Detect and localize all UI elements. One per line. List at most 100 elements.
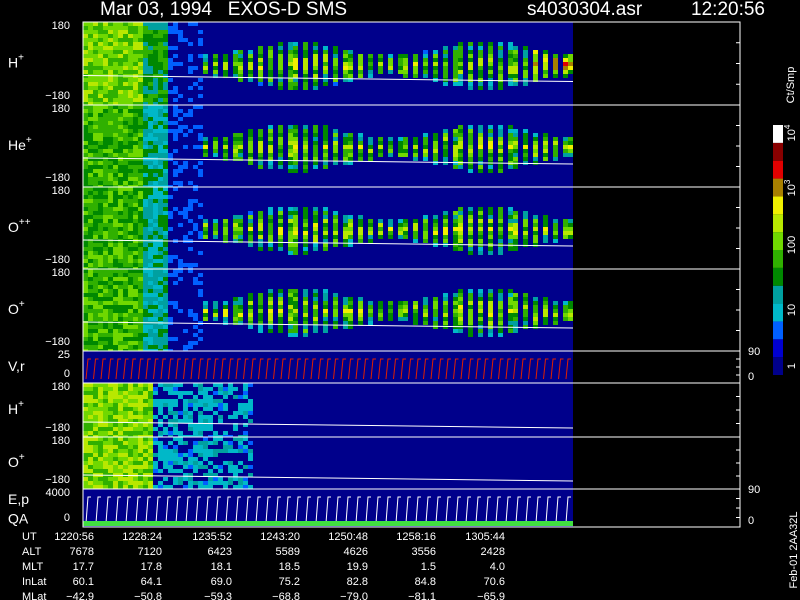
spectrogram-cell: [158, 149, 163, 153]
spectrogram-cell: [198, 329, 203, 333]
spectrogram-cell: [568, 70, 573, 74]
spectrogram-cell: [453, 129, 458, 133]
spectrogram-cell: [143, 289, 148, 293]
spectrogram-cell: [248, 227, 253, 231]
spectrogram-cell: [358, 62, 363, 66]
spectrogram-cell: [103, 199, 108, 203]
spectrogram-cell: [458, 301, 463, 305]
spectrogram-cell: [533, 235, 538, 239]
spectrogram-cell: [468, 247, 473, 251]
spectrogram-cell: [258, 325, 263, 329]
spectrogram-cell: [163, 133, 168, 137]
spectrogram-cell: [498, 235, 503, 239]
spectrogram-cell: [458, 145, 463, 149]
spectrogram-cell: [178, 477, 183, 481]
spectrogram-cell: [458, 165, 463, 169]
spectrogram-cell: [133, 285, 138, 289]
spectrogram-cell: [193, 187, 198, 191]
spectrogram-cell: [183, 161, 188, 165]
spectrogram-cell: [103, 86, 108, 90]
cell: 17.7: [73, 561, 94, 573]
spectrogram-cell: [123, 387, 128, 391]
spectrogram-cell: [183, 399, 188, 403]
spectrogram-cell: [143, 129, 148, 133]
spectrogram-cell: [403, 54, 408, 58]
spectrogram-cell: [303, 70, 308, 74]
spectrogram-cell: [213, 145, 218, 149]
spectrogram-cell: [248, 293, 253, 297]
spectrogram-cell: [108, 78, 113, 82]
spectrogram-cell: [143, 30, 148, 34]
spectrogram-cell: [433, 227, 438, 231]
spectrogram-cell: [113, 437, 118, 441]
spectrogram-cell: [468, 50, 473, 54]
spectrogram-cell: [303, 211, 308, 215]
spectrogram-cell: [443, 297, 448, 301]
spectrogram-cell: [133, 437, 138, 441]
spectrogram-cell: [553, 305, 558, 309]
cell: 18.5: [279, 561, 300, 573]
spectrogram-cell: [88, 125, 93, 129]
spectrogram-cell: [148, 411, 153, 415]
spectrogram-cell: [133, 54, 138, 58]
spectrogram-cell: [443, 231, 448, 235]
spectrogram-cell: [163, 137, 168, 141]
spectrogram-cell: [443, 141, 448, 145]
spectrogram-cell: [118, 321, 123, 325]
spectrogram-cell: [158, 187, 163, 191]
spectrogram-cell: [168, 66, 173, 70]
spectrogram-cell: [193, 223, 198, 227]
spectrogram-cell: [278, 141, 283, 145]
spectrogram-cell: [293, 137, 298, 141]
spectrogram-cell: [238, 485, 243, 489]
spectrogram-cell: [248, 211, 253, 215]
spectrogram-cell: [93, 173, 98, 177]
spectrogram-cell: [123, 301, 128, 305]
spectrogram-cell: [178, 309, 183, 313]
spectrogram-cell: [198, 125, 203, 129]
spectrogram-cell: [138, 273, 143, 277]
spectrogram-cell: [398, 70, 403, 74]
spectrogram-cell: [223, 407, 228, 411]
spectrogram-cell: [153, 137, 158, 141]
spectrogram-cell: [198, 169, 203, 173]
spectrogram-cell: [478, 70, 483, 74]
spectrogram-cell: [398, 137, 403, 141]
spectrogram-cell: [458, 329, 463, 333]
spectrogram-cell: [453, 235, 458, 239]
spectrogram-cell: [83, 259, 88, 263]
spectrogram-cell: [193, 449, 198, 453]
spectrogram-cell: [88, 94, 93, 98]
spectrogram-cell: [293, 321, 298, 325]
spectrogram-cell: [268, 50, 273, 54]
spectrogram-cell: [103, 449, 108, 453]
spectrogram-cell: [138, 453, 143, 457]
spectrogram-cell: [98, 263, 103, 267]
spectrogram-cell: [133, 419, 138, 423]
spectrogram-cell: [228, 441, 233, 445]
spectrogram-cell: [278, 66, 283, 70]
spectrogram-cell: [108, 269, 113, 273]
spectrogram-cell: [288, 46, 293, 50]
spectrogram-cell: [138, 391, 143, 395]
spectrogram-cell: [193, 66, 198, 70]
spectrogram-cell: [248, 317, 253, 321]
spectrogram-cell: [433, 321, 438, 325]
spectrogram-cell: [323, 231, 328, 235]
spectrogram-cell: [153, 453, 158, 457]
spectrogram-cell: [83, 173, 88, 177]
spectrogram-cell: [293, 301, 298, 305]
spectrogram-cell: [148, 153, 153, 157]
spectrogram-cell: [293, 333, 298, 337]
spectrogram-cell: [143, 191, 148, 195]
spectrogram-cell: [303, 125, 308, 129]
spectrogram-cell: [173, 269, 178, 273]
spectrogram-cell: [228, 477, 233, 481]
spectrogram-cell: [523, 133, 528, 137]
spectrogram-cell: [388, 145, 393, 149]
spectrogram-cell: [348, 54, 353, 58]
spectrogram-cell: [143, 403, 148, 407]
spectrogram-cell: [98, 219, 103, 223]
spectrogram-cell: [403, 309, 408, 313]
spectrogram-cell: [113, 94, 118, 98]
